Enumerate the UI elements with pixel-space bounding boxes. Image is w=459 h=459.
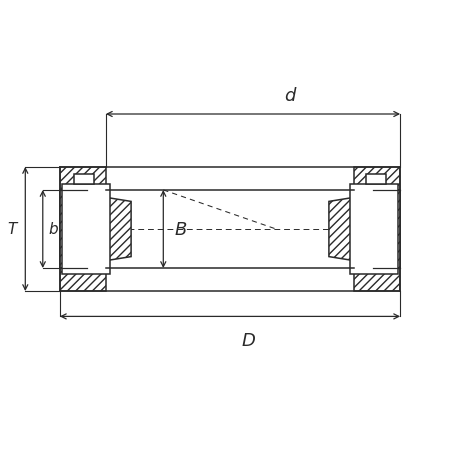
Polygon shape [349,185,397,274]
Polygon shape [365,175,386,185]
Polygon shape [60,168,106,190]
Text: D: D [241,331,255,349]
Text: B: B [174,220,187,239]
Polygon shape [73,175,94,185]
Polygon shape [60,269,106,291]
Text: b: b [48,222,58,237]
Polygon shape [353,168,399,190]
Polygon shape [353,269,399,291]
Polygon shape [328,190,399,269]
Polygon shape [62,185,110,274]
Text: T: T [8,222,17,237]
Text: d: d [284,87,295,105]
Polygon shape [60,190,131,269]
